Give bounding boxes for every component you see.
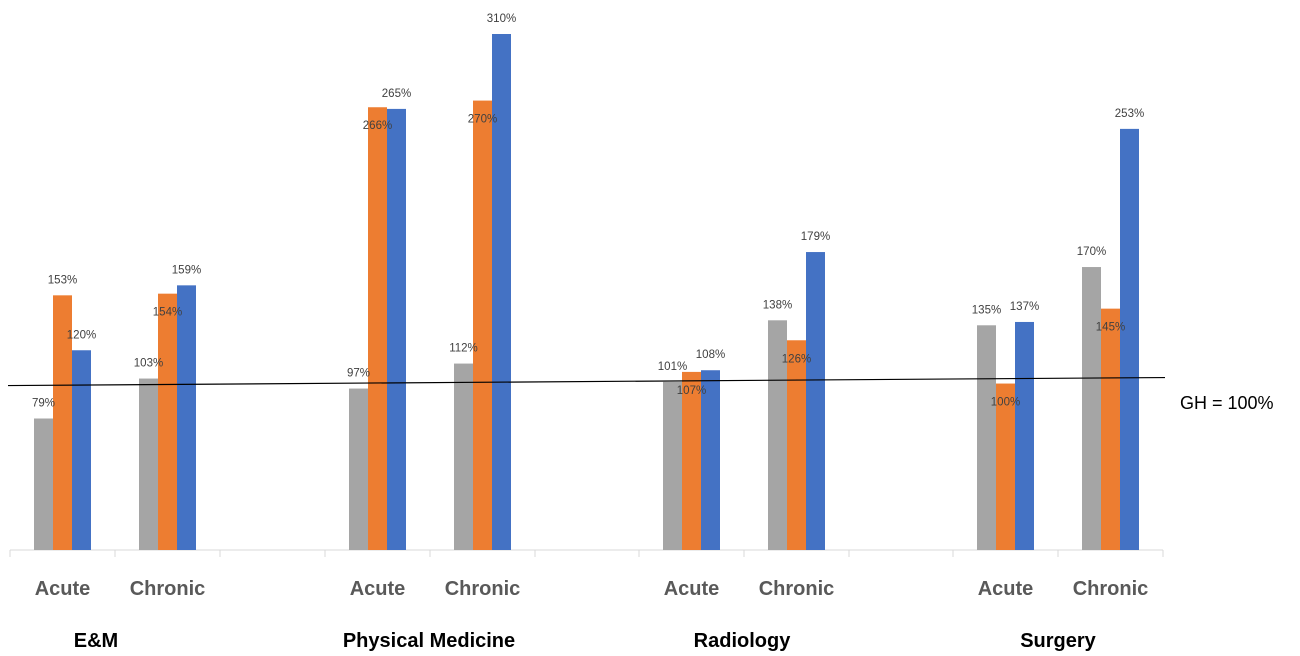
data-label-series-2-6: 126% [782, 353, 811, 365]
category-label-acute: Acute [664, 578, 720, 600]
data-label-series-3-7: 137% [1010, 301, 1039, 313]
bar-series-1-chronic-2 [139, 378, 158, 550]
bar-series-1-acute-1 [34, 418, 53, 550]
category-label-chronic: Chronic [1073, 578, 1149, 600]
reference-line-label: GH = 100% [1180, 393, 1274, 413]
category-label-acute: Acute [978, 578, 1034, 600]
category-label-chronic: Chronic [759, 578, 835, 600]
category-label-chronic: Chronic [445, 578, 521, 600]
bar-series-3-acute-1 [72, 350, 91, 550]
data-label-series-2-7: 100% [991, 397, 1020, 409]
bar-series-1-chronic-8 [1082, 267, 1101, 550]
bar-series-3-acute-5 [701, 370, 720, 550]
data-label-series-1-6: 138% [763, 299, 792, 311]
data-label-series-2-1: 153% [48, 274, 77, 286]
bar-series-3-acute-7 [1015, 321, 1034, 550]
group-label-1: E&M [74, 630, 118, 652]
data-label-series-3-8: 253% [1115, 108, 1144, 120]
bar-series-1-acute-5 [663, 381, 682, 550]
reference-line [7, 376, 1166, 387]
reference-line-group: GH = 100% [7, 376, 1274, 413]
data-label-series-1-8: 170% [1077, 246, 1106, 258]
bar-series-2-acute-7 [996, 383, 1015, 550]
data-labels: 79% 103% 97% 112% 101% 138% 135% 170% 153% 154% 26… [32, 13, 1144, 410]
group-label-4: Surgery [1020, 630, 1096, 652]
bar-series-3-chronic-4 [492, 34, 511, 550]
bar-series-1-chronic-6 [768, 320, 787, 550]
bar-series-2-acute-3 [368, 107, 387, 550]
category-label-chronic: Chronic [130, 578, 206, 600]
bar-series-2-acute-1 [53, 295, 72, 550]
x-axis [9, 549, 1164, 557]
data-label-series-2-2: 154% [153, 307, 182, 319]
data-label-series-3-5: 108% [696, 349, 725, 361]
data-label-series-1-7: 135% [972, 304, 1001, 316]
data-label-series-3-6: 179% [801, 231, 830, 243]
bar-series-1-acute-7 [977, 325, 996, 550]
data-label-series-1-5: 101% [658, 361, 687, 373]
bar-series-2-chronic-8 [1101, 308, 1120, 550]
data-label-series-3-3: 265% [382, 88, 411, 100]
data-label-series-2-4: 270% [468, 114, 497, 126]
bar-series-2-acute-5 [682, 371, 701, 550]
data-label-series-1-2: 103% [134, 358, 163, 370]
bar-series-3-chronic-6 [806, 252, 825, 550]
bar-series-2-chronic-4 [473, 100, 492, 551]
bar-series-3-chronic-2 [177, 285, 196, 550]
category-label-acute: Acute [35, 578, 91, 600]
data-label-series-3-1: 120% [67, 329, 96, 341]
bar-series-1-acute-3 [349, 388, 368, 550]
data-label-series-2-5: 107% [677, 385, 706, 397]
data-label-series-3-4: 310% [487, 13, 516, 25]
bar-series-1-chronic-4 [454, 363, 473, 550]
bar-series-3-acute-3 [387, 108, 406, 550]
data-label-series-2-3: 266% [363, 120, 392, 132]
bar-series-2-chronic-2 [158, 293, 177, 550]
category-labels: Acute Chronic Acute Chronic Acute Chronic Acut… [35, 578, 1149, 652]
data-label-series-1-4: 112% [449, 343, 478, 355]
bar-series-3-chronic-8 [1120, 128, 1139, 550]
bar-series-2-chronic-6 [787, 340, 806, 550]
bars [34, 34, 1139, 551]
data-label-series-1-1: 79% [32, 398, 55, 410]
category-label-acute: Acute [350, 578, 406, 600]
data-label-series-3-2: 159% [172, 264, 201, 276]
group-label-3: Radiology [694, 630, 792, 652]
data-label-series-2-8: 145% [1096, 322, 1125, 334]
group-label-2: Physical Medicine [343, 630, 515, 652]
data-label-series-1-3: 97% [347, 368, 370, 380]
